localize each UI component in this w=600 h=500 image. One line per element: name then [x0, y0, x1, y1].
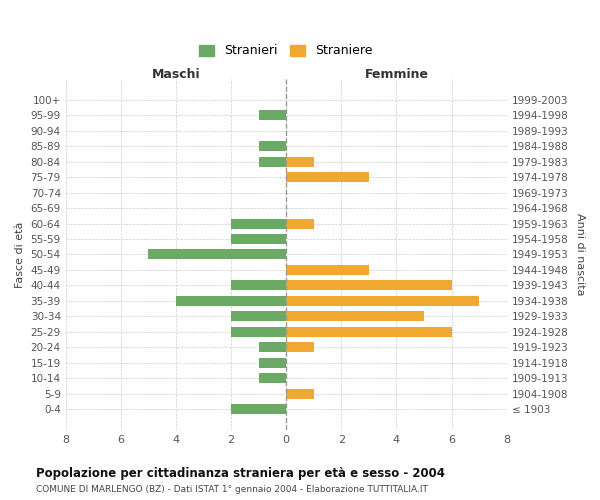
- Bar: [286, 388, 314, 398]
- Legend: Stranieri, Straniere: Stranieri, Straniere: [194, 40, 378, 62]
- Bar: [286, 218, 314, 228]
- Bar: [259, 342, 286, 352]
- Bar: [259, 373, 286, 383]
- Bar: [148, 250, 286, 260]
- Bar: [231, 327, 286, 337]
- Text: Popolazione per cittadinanza straniera per età e sesso - 2004: Popolazione per cittadinanza straniera p…: [36, 468, 445, 480]
- Bar: [231, 218, 286, 228]
- Bar: [259, 358, 286, 368]
- Bar: [286, 265, 369, 275]
- Bar: [259, 110, 286, 120]
- Bar: [286, 342, 314, 352]
- Bar: [286, 296, 479, 306]
- Bar: [286, 327, 452, 337]
- Bar: [259, 141, 286, 151]
- Bar: [259, 156, 286, 166]
- Y-axis label: Anni di nascita: Anni di nascita: [575, 213, 585, 296]
- Bar: [231, 280, 286, 290]
- Bar: [176, 296, 286, 306]
- Bar: [286, 172, 369, 182]
- Y-axis label: Fasce di età: Fasce di età: [15, 222, 25, 288]
- Bar: [286, 156, 314, 166]
- Bar: [286, 312, 424, 322]
- Text: Femmine: Femmine: [364, 68, 428, 81]
- Text: COMUNE DI MARLENGO (BZ) - Dati ISTAT 1° gennaio 2004 - Elaborazione TUTTITALIA.I: COMUNE DI MARLENGO (BZ) - Dati ISTAT 1° …: [36, 486, 428, 494]
- Bar: [231, 234, 286, 244]
- Bar: [231, 404, 286, 414]
- Bar: [286, 280, 452, 290]
- Bar: [231, 312, 286, 322]
- Text: Maschi: Maschi: [152, 68, 200, 81]
